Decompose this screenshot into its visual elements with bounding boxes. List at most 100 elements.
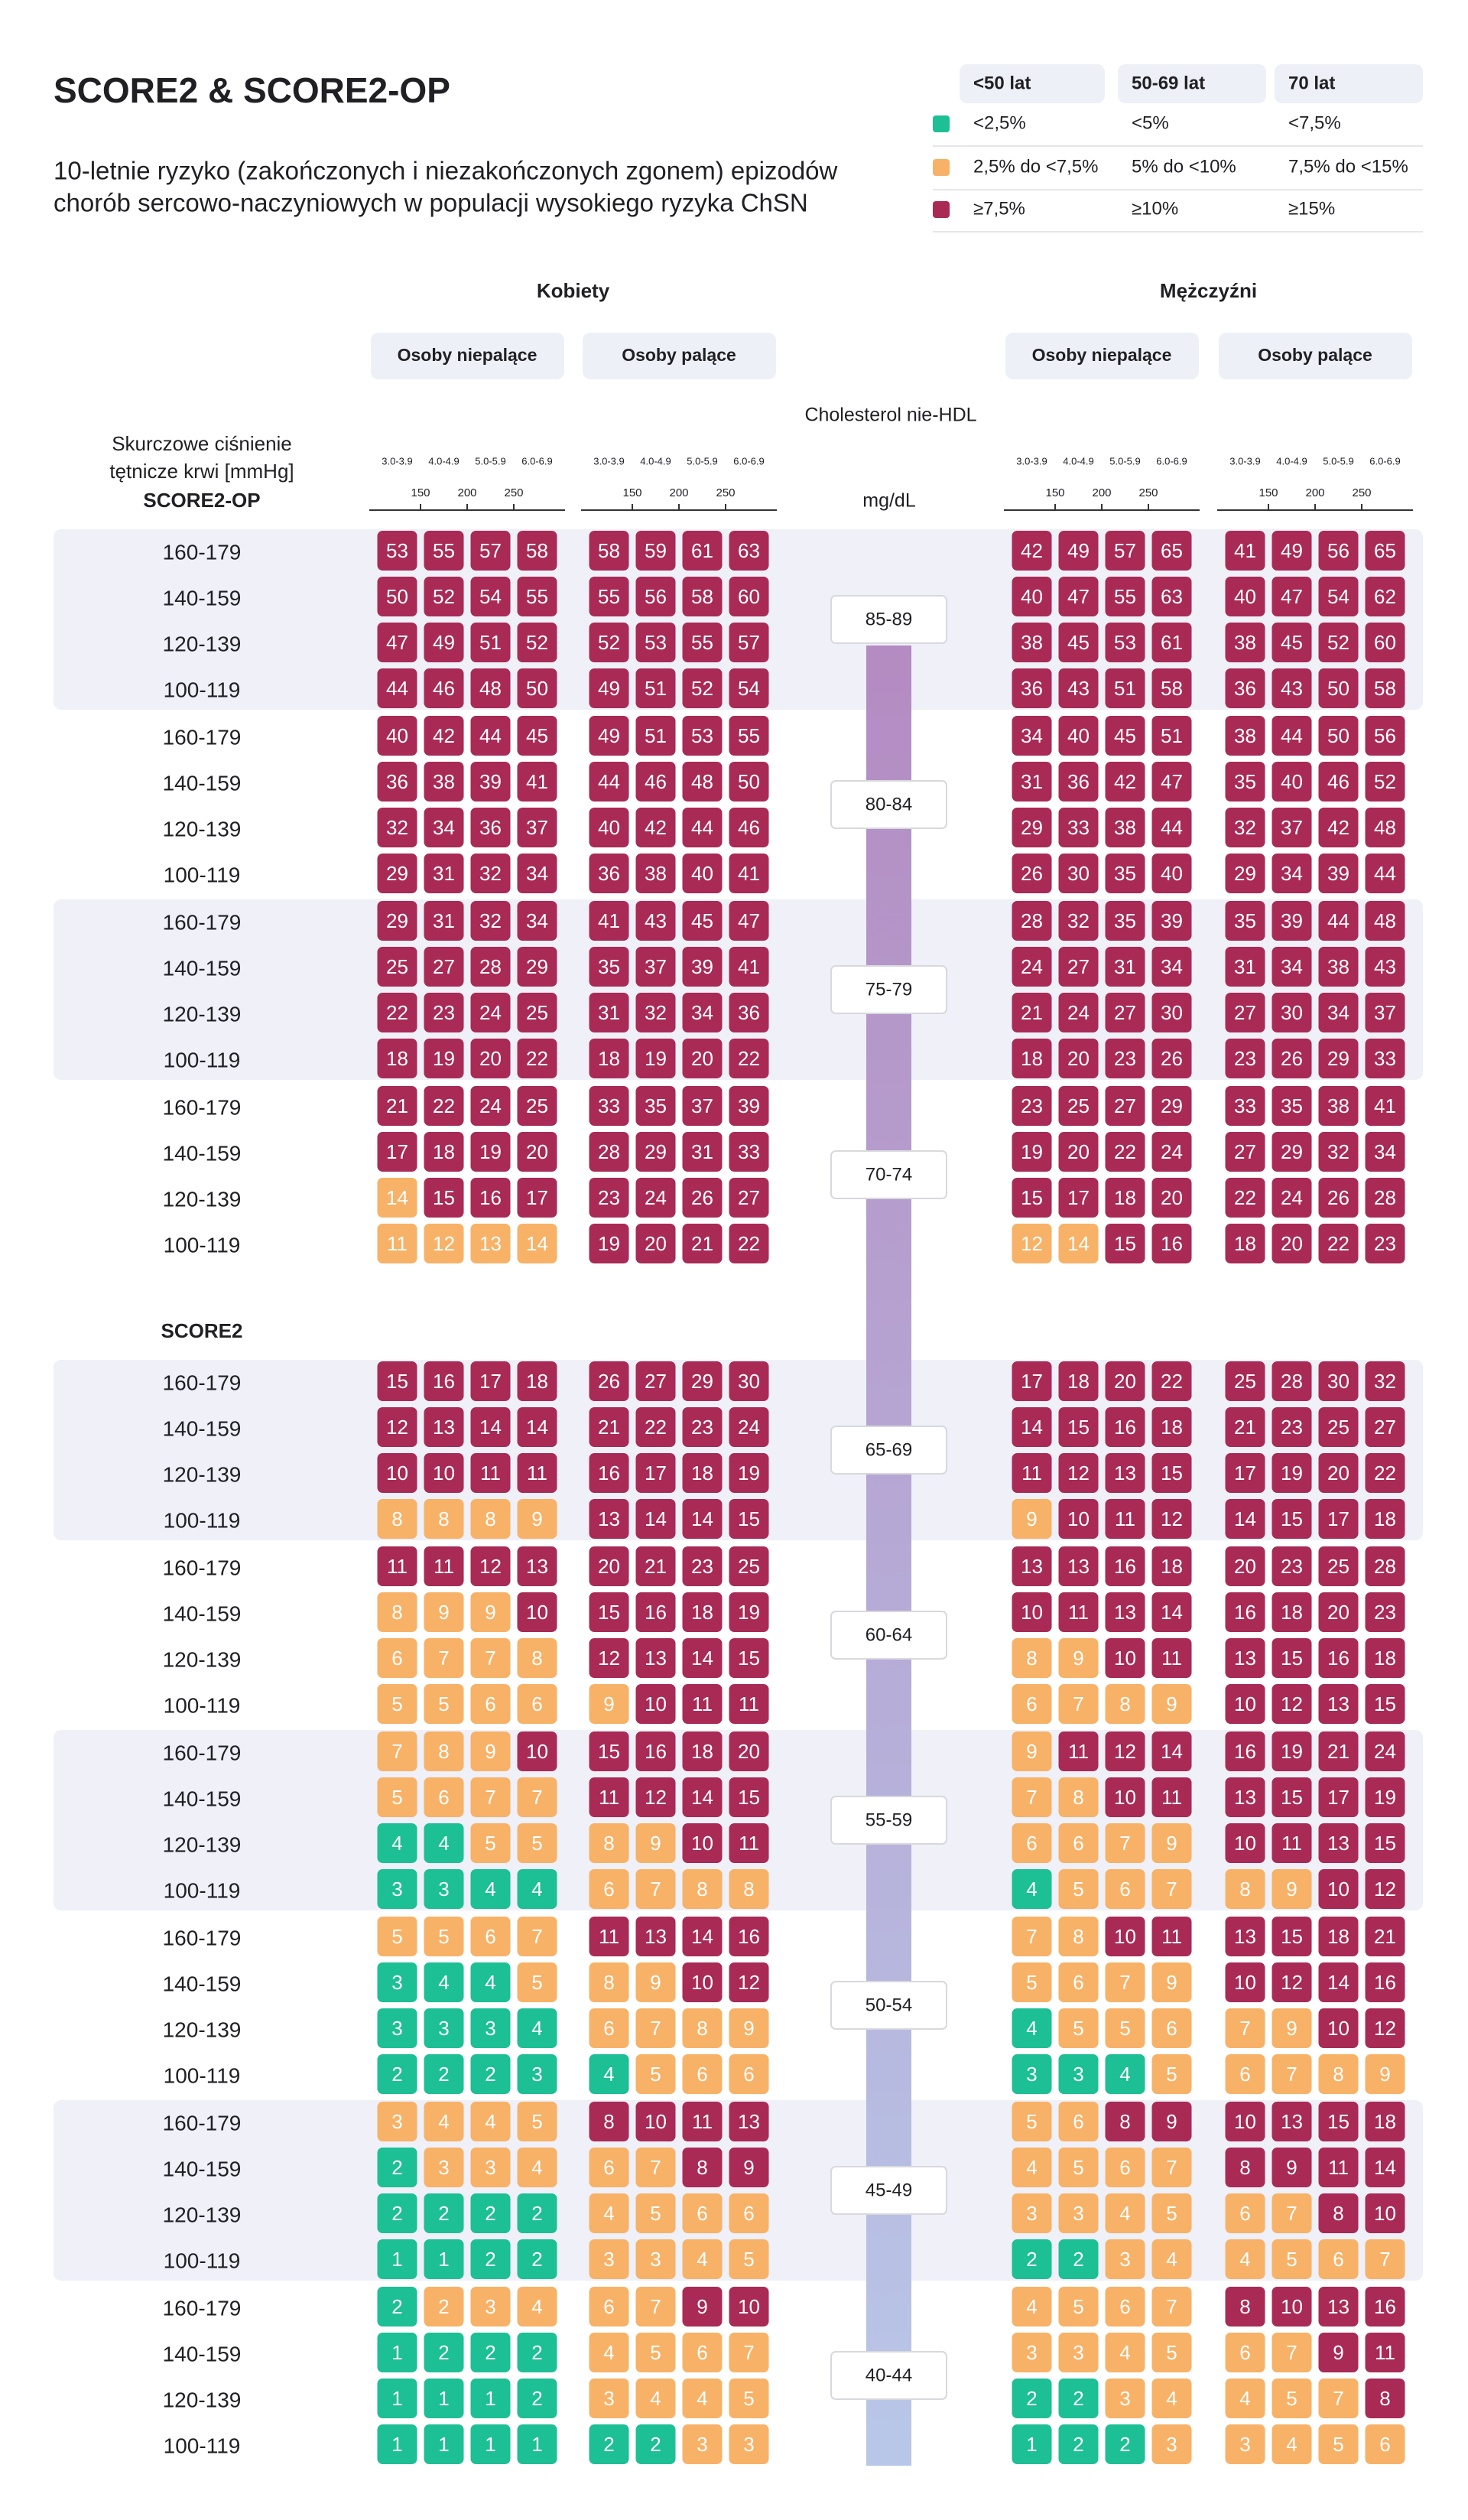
- mg-tick-label: 250: [716, 486, 735, 499]
- risk-cell: [729, 762, 769, 802]
- risk-value: 31: [1114, 955, 1136, 978]
- cholesterol-category: 5.0-5.9: [475, 455, 505, 467]
- risk-value: 13: [1021, 1555, 1043, 1578]
- risk-cell: [1012, 1407, 1052, 1447]
- age-box: [830, 595, 947, 644]
- risk-value: 5: [743, 2387, 754, 2410]
- risk-cell: [1272, 1178, 1312, 1218]
- risk-value: 40: [1161, 862, 1183, 885]
- risk-value: 17: [1234, 1462, 1256, 1484]
- risk-cell: [682, 2333, 723, 2372]
- risk-cell: [1058, 901, 1099, 941]
- risk-value: 11: [599, 1786, 619, 1809]
- risk-value: 5: [438, 1925, 449, 1948]
- bp-row-label: 120-139: [163, 1002, 242, 1026]
- risk-value: 56: [1374, 724, 1396, 747]
- risk-cell: [1318, 947, 1359, 987]
- risk-value: 22: [738, 1232, 760, 1255]
- legend-swatch: [933, 115, 950, 132]
- risk-cell: [1365, 808, 1405, 847]
- risk-cell: [1151, 1638, 1192, 1678]
- risk-cell: [1318, 1086, 1359, 1126]
- risk-cell: [682, 1453, 723, 1493]
- risk-cell: [1365, 2287, 1405, 2327]
- risk-cell: [424, 2054, 464, 2094]
- risk-value: 2: [531, 2248, 542, 2271]
- risk-value: 29: [1281, 1140, 1303, 1163]
- risk-cell: [729, 2148, 769, 2187]
- risk-value: 13: [1234, 1925, 1256, 1948]
- risk-cell: [635, 1962, 676, 2002]
- risk-value: 8: [1333, 2202, 1343, 2225]
- risk-value: 32: [1067, 909, 1090, 932]
- risk-cell: [729, 623, 769, 662]
- risk-value: 40: [1281, 770, 1303, 793]
- risk-value: 7: [1239, 2017, 1250, 2040]
- risk-value: 7: [1166, 2156, 1177, 2179]
- risk-value: 54: [738, 677, 760, 700]
- risk-value: 7: [743, 2341, 754, 2364]
- risk-value: 14: [691, 1925, 713, 1948]
- risk-cell: [682, 1638, 723, 1678]
- risk-cell: [517, 1917, 557, 1956]
- risk-cell: [1105, 2054, 1145, 2094]
- risk-cell: [1365, 1684, 1405, 1724]
- risk-cell: [682, 1039, 723, 1078]
- risk-value: 23: [1021, 1094, 1043, 1117]
- risk-value: 35: [1114, 909, 1136, 932]
- risk-value: 9: [1166, 1971, 1177, 1994]
- risk-cell: [1151, 993, 1192, 1032]
- risk-value: 10: [433, 1462, 455, 1484]
- risk-cell: [1318, 2008, 1359, 2048]
- risk-value: 9: [1026, 1740, 1037, 1763]
- risk-value: 1: [438, 2387, 449, 2410]
- bp-row-label: 100-119: [164, 1233, 241, 1257]
- risk-value: 19: [1021, 1140, 1043, 1163]
- risk-cell: [1318, 2379, 1359, 2418]
- risk-cell: [1272, 716, 1312, 756]
- risk-cell: [517, 716, 557, 756]
- risk-value: 40: [598, 816, 620, 839]
- risk-value: 27: [1114, 1094, 1136, 1117]
- risk-value: 12: [1374, 1878, 1396, 1901]
- risk-value: 3: [485, 2017, 495, 2040]
- risk-value: 16: [1114, 1416, 1136, 1439]
- risk-value: 38: [433, 770, 455, 793]
- risk-cell: [1318, 1499, 1359, 1539]
- risk-value: 44: [598, 770, 620, 793]
- risk-value: 7: [650, 2156, 661, 2179]
- risk-value: 21: [598, 1416, 620, 1439]
- risk-cell: [1058, 1499, 1099, 1539]
- risk-value: 19: [738, 1462, 760, 1484]
- risk-cell: [1365, 1731, 1405, 1771]
- risk-value: 33: [1067, 816, 1090, 839]
- risk-value: 3: [1073, 2341, 1083, 2364]
- risk-value: 5: [1073, 2295, 1083, 2318]
- risk-value: 7: [1166, 2295, 1177, 2318]
- risk-value: 14: [645, 1507, 667, 1530]
- risk-cell: [635, 1638, 676, 1678]
- risk-cell: [1012, 2008, 1052, 2048]
- risk-cell: [635, 2424, 676, 2464]
- risk-cell: [517, 1224, 557, 1263]
- risk-cell: [682, 2424, 723, 2464]
- risk-cell: [589, 993, 629, 1032]
- risk-value: 17: [1067, 1186, 1090, 1209]
- risk-value: 18: [1161, 1555, 1183, 1578]
- risk-cell: [377, 854, 417, 893]
- risk-cell: [1058, 1917, 1099, 1956]
- risk-cell: [682, 1962, 723, 2002]
- risk-value: 23: [598, 1186, 620, 1209]
- risk-value: 21: [691, 1232, 713, 1255]
- risk-cell: [1012, 1592, 1052, 1632]
- risk-cell: [1272, 1039, 1312, 1078]
- risk-value: 22: [645, 1416, 667, 1439]
- risk-value: 7: [1286, 2063, 1297, 2086]
- age-box-label: 40-44: [866, 2365, 912, 2385]
- risk-cell: [682, 2193, 723, 2233]
- risk-value: 11: [739, 1832, 759, 1855]
- risk-cell: [635, 762, 676, 802]
- risk-value: 13: [479, 1232, 502, 1255]
- risk-value: 27: [1067, 955, 1090, 978]
- risk-cell: [589, 2424, 629, 2464]
